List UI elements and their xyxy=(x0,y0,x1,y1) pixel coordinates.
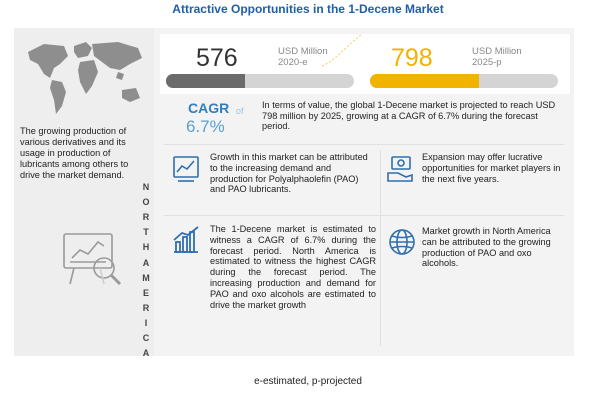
bar-2020-fill xyxy=(166,74,245,88)
intro-text: In terms of value, the global 1-Decene m… xyxy=(262,100,556,131)
cagr-label: CAGR xyxy=(188,100,230,116)
region-label-north: N O R T H xyxy=(142,182,150,252)
year-2025: 2025-p xyxy=(472,57,502,68)
market-research-icon xyxy=(63,233,122,286)
cagr-value: 6.7% xyxy=(186,117,225,136)
world-map-icon xyxy=(28,42,142,114)
growth-chart-icon xyxy=(173,156,199,182)
divider-vertical xyxy=(380,150,381,346)
cagr-of: of xyxy=(236,106,244,116)
globe-icon xyxy=(389,229,415,255)
card-growth-text: Growth in this market can be attributed … xyxy=(210,152,368,195)
divider-top xyxy=(164,144,564,145)
card-expansion-text: Expansion may offer lucrative opportunit… xyxy=(422,152,561,184)
money-stack-icon xyxy=(387,156,413,182)
page-title: Attractive Opportunities in the 1-Decene… xyxy=(172,2,444,16)
card-cagr-text: The 1-Decene market is estimated to witn… xyxy=(210,224,376,310)
footnote: e-estimated, p-projected xyxy=(254,376,362,387)
unit-2020: USD Million xyxy=(278,46,328,57)
year-2020: 2020-e xyxy=(278,57,308,68)
market-value-2020: 576 xyxy=(196,44,238,72)
bar-2025-fill xyxy=(370,74,479,88)
market-value-2025: 798 xyxy=(391,44,433,72)
divider-mid xyxy=(164,215,564,216)
unit-2025: USD Million xyxy=(472,46,522,57)
bar-chart-icon xyxy=(173,226,199,253)
left-summary-text: The growing production of various deriva… xyxy=(20,126,129,180)
card-north-america-text: Market growth in North America can be at… xyxy=(422,226,551,269)
region-label-america: A M E R I C A xyxy=(142,258,150,358)
